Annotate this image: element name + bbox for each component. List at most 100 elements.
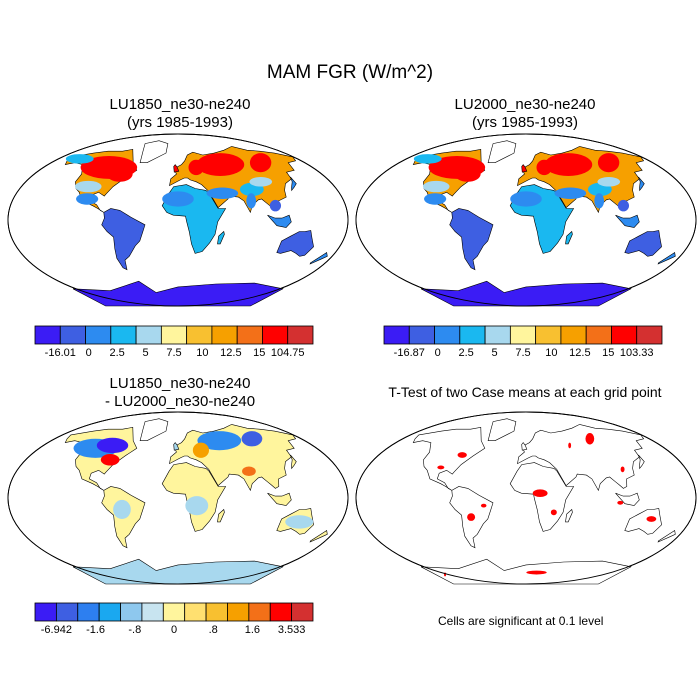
cool-patch (65, 154, 94, 164)
colorbar-swatch (110, 325, 137, 345)
land-australia (624, 508, 662, 535)
cool-patch (162, 191, 194, 207)
warm-patch (536, 159, 552, 176)
land-antarctica (72, 558, 284, 585)
land-antarctica (420, 280, 632, 307)
colorbar-swatch (160, 325, 188, 345)
colorbar-swatch (98, 602, 121, 622)
colorbar-swatch (236, 325, 263, 345)
land-seasia (267, 214, 292, 228)
colorbar-swatch (211, 325, 238, 345)
colorbar-tick-label: 104.75 (270, 347, 305, 359)
colorbar-tick-label: 12.5 (569, 347, 591, 359)
warm-patch (544, 153, 593, 177)
colorbar-swatch (560, 325, 587, 345)
colorbar-swatch (59, 325, 86, 345)
panel-4-title-line1: T-Test of two Case means at each grid po… (388, 384, 662, 400)
colorbar-tick-label: 2.5 (109, 347, 125, 359)
colorbar-swatch (408, 325, 435, 345)
diff-patch (100, 454, 120, 466)
warm-patch (249, 153, 272, 173)
colorbar-tick-label: -.8 (128, 624, 142, 636)
significant-cell (480, 503, 487, 508)
colorbar-swatch (484, 325, 511, 345)
land-namerica (412, 426, 486, 491)
land-nz (657, 251, 676, 265)
panel-1-title-line2: (yrs 1985-1993) (127, 114, 233, 131)
land-seasia (267, 492, 292, 506)
cool-patch (413, 154, 442, 164)
colorbar-swatch (135, 325, 162, 345)
colorbar-swatch (535, 325, 562, 345)
colorbar-tick-label: 1.6 (244, 624, 261, 636)
colorbar-tick-label: 15 (253, 347, 266, 359)
colorbar-tick-label: .8 (208, 624, 218, 636)
land-madagascar (217, 230, 225, 245)
warm-patch (454, 166, 481, 182)
colorbar-lu2000 (383, 325, 663, 345)
diff-patch (197, 431, 242, 451)
land-madagascar (565, 508, 573, 523)
colorbar-tick-label: 5 (491, 347, 498, 359)
significant-cell (437, 465, 445, 470)
colorbar-tick-label: 0 (170, 624, 178, 636)
land-eurasia (517, 424, 645, 492)
panel-4-title: T-Test of two Case means at each grid po… (340, 383, 700, 401)
significant-cell (620, 466, 625, 473)
significant-cell (617, 500, 624, 505)
panel-3-title: LU1850_ne30-ne240 - LU2000_ne30-ne240 (55, 375, 305, 411)
warm-patch (106, 166, 133, 182)
land-madagascar (565, 230, 573, 245)
colorbar-swatch (383, 325, 410, 345)
colorbar-swatch (34, 602, 57, 622)
page-title: MAM FGR (W/m^2) (266, 62, 434, 83)
cool-patch (246, 193, 257, 209)
cool-patch (206, 187, 239, 199)
colorbar-swatch (120, 602, 143, 622)
land-samerica (449, 208, 494, 271)
colorbar-swatch (269, 602, 293, 622)
land-antarctica (72, 280, 284, 307)
land-nz (309, 251, 328, 265)
warm-patch (597, 153, 620, 173)
colorbar-swatch (611, 325, 638, 345)
map-panel-difference (7, 411, 349, 585)
land-nz (657, 529, 676, 543)
cool-patch (422, 180, 450, 193)
map-panel-lu1850 (7, 133, 349, 307)
land-nz (309, 529, 328, 543)
colorbar-tick-label: 15 (602, 347, 615, 359)
colorbar-tick-label: -16.01 (44, 347, 76, 359)
significant-cell (646, 516, 657, 522)
colorbar-tick-label: 0 (434, 347, 441, 359)
land-japan (290, 454, 297, 470)
land-uk (521, 164, 528, 173)
cool-patch (249, 177, 273, 187)
significant-cell (467, 513, 476, 521)
map-panel-lu2000 (355, 133, 697, 307)
land-greenland (139, 140, 169, 163)
colorbar-swatch (227, 602, 250, 622)
cool-patch (424, 193, 447, 205)
significant-cell (457, 452, 467, 458)
land-seasia (615, 214, 640, 228)
land-seasia (615, 492, 640, 506)
land-greenland (487, 140, 517, 163)
colorbar-tick-label: 10 (545, 347, 558, 359)
colorbar-tick-label: 12.5 (220, 347, 242, 359)
colorbar-swatch (85, 325, 112, 345)
map-panel-ttest (355, 411, 697, 585)
land-greenland (487, 418, 517, 441)
colorbar-difference (34, 602, 314, 622)
colorbar-tick-label: 7.5 (166, 347, 182, 359)
cool-patch (74, 180, 102, 193)
colorbar-swatch (459, 325, 486, 345)
colorbar-swatch (34, 325, 61, 345)
significant-cell (568, 442, 572, 449)
significant-cell (526, 570, 547, 575)
cool-patch (76, 193, 99, 205)
colorbar-swatch (585, 325, 612, 345)
colorbar-swatch (184, 602, 207, 622)
colorbar-swatch (291, 602, 314, 622)
significant-cell (585, 433, 595, 445)
